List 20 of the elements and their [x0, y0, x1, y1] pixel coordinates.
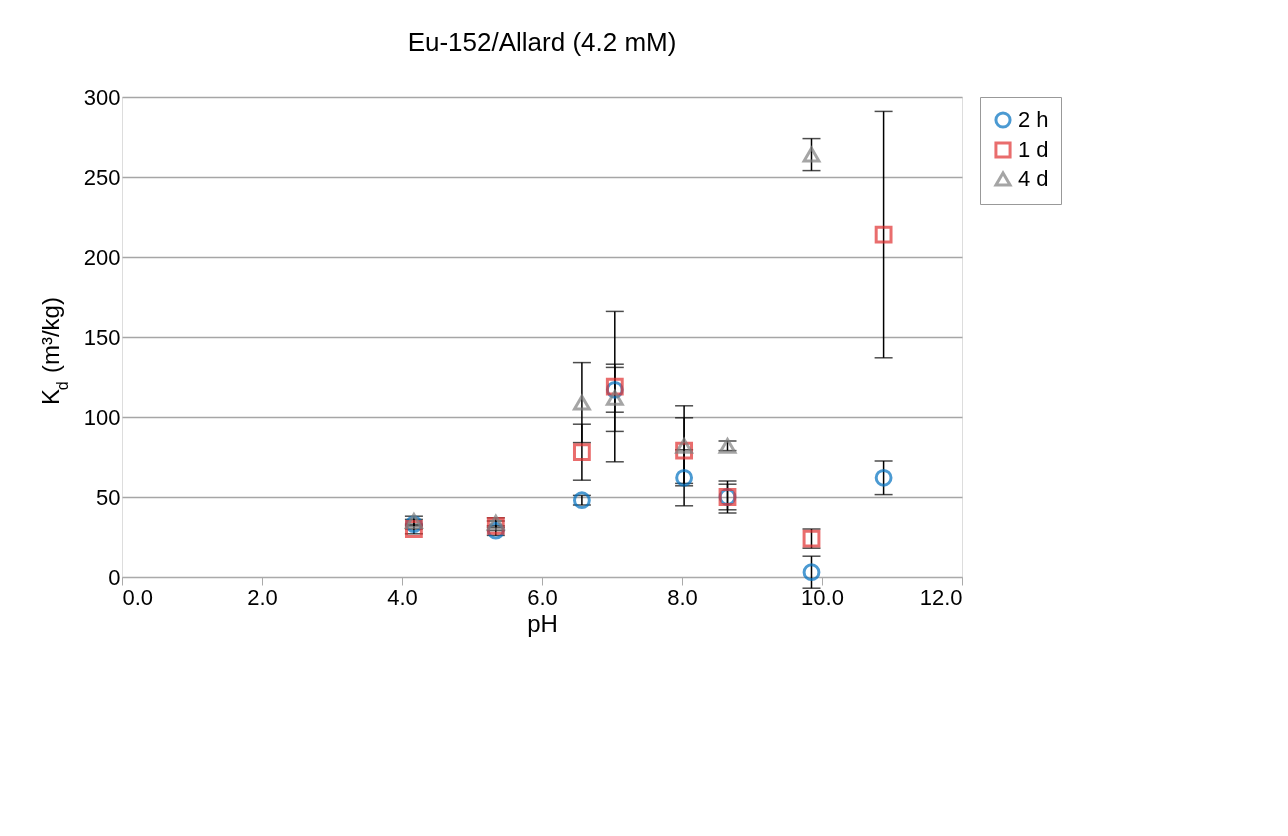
y-axis-title: Kd (m³/kg) — [37, 297, 71, 406]
y-tick-label: 300 — [83, 84, 121, 110]
y-tick-label: 250 — [83, 164, 121, 190]
x-tick-label: 10.0 — [801, 584, 844, 610]
x-tick-label: 4.0 — [387, 584, 418, 610]
chart-title: Eu-152/Allard (4.2 mM) — [407, 27, 677, 57]
y-tick-label: 150 — [83, 324, 121, 350]
y-tick-label: 0 — [108, 564, 121, 590]
x-tick-label: 6.0 — [527, 584, 558, 610]
x-tick-label: 12.0 — [919, 584, 963, 610]
y-tick-label: 100 — [83, 404, 121, 430]
y-tick-label: 200 — [83, 244, 121, 270]
x-tick-label: 0.0 — [122, 584, 154, 610]
y-tick-label: 50 — [96, 484, 121, 510]
x-tick-label: 8.0 — [667, 584, 698, 610]
legend-label: 4 d — [1018, 166, 1049, 191]
x-axis-title: pH — [527, 609, 558, 637]
legend-label: 1 d — [1018, 137, 1049, 162]
x-tick-label: 2.0 — [247, 584, 278, 610]
legend-label: 2 h — [1018, 107, 1049, 132]
